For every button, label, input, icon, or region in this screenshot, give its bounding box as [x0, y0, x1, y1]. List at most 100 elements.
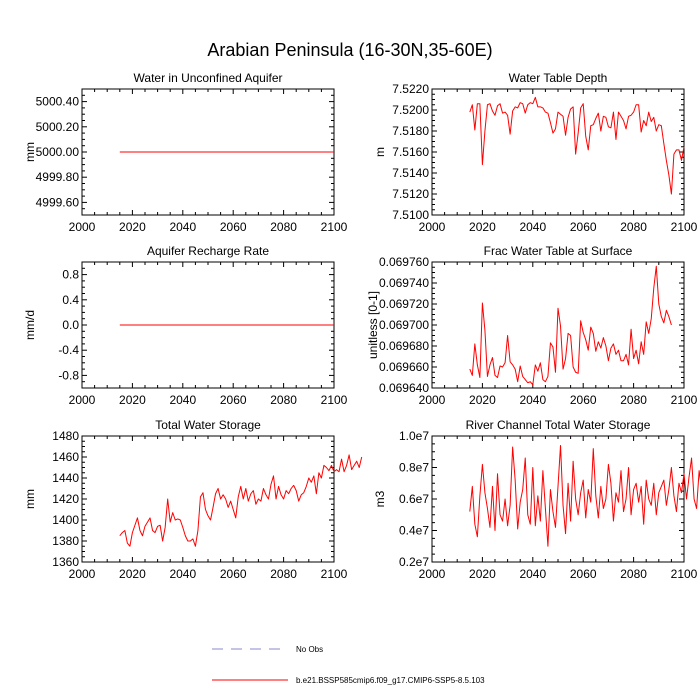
- legend: No Obs b.e21.BSSP585cmip6.f09_g17.CMIP6-…: [212, 645, 485, 685]
- y-tick-label: 0.069740: [379, 276, 429, 290]
- x-tick-label: 2100: [671, 220, 698, 234]
- y-tick-label: 1480: [52, 429, 79, 443]
- panel-title: River Channel Total Water Storage: [466, 418, 651, 432]
- x-tick-label: 2080: [620, 567, 647, 581]
- y-tick-label: -0.4: [58, 343, 79, 357]
- y-tick-label: 7.5200: [392, 103, 429, 117]
- x-tick-label: 2000: [419, 220, 446, 234]
- y-tick-label: 0.069680: [379, 339, 429, 353]
- x-tick-label: 2020: [119, 220, 146, 234]
- panel-aquifer-recharge-rate: Aquifer Recharge Rate 2000 2020 2040 2060 208…: [23, 244, 348, 407]
- x-tick-label: 2080: [620, 393, 647, 407]
- y-tick-label: 0.4e7: [399, 524, 429, 538]
- y-tick-label: 4999.60: [36, 195, 80, 209]
- x-tick-label: 2000: [419, 393, 446, 407]
- y-tick-label: 1.0e7: [399, 429, 429, 443]
- panel-water-table-depth: Water Table Depth 2000 2020 2040 2060 2080 210…: [373, 71, 698, 234]
- x-tick-label: 2040: [519, 567, 546, 581]
- y-tick-label: 5000.20: [36, 120, 80, 134]
- y-axis-label: mm: [23, 142, 37, 162]
- panel-title: Aquifer Recharge Rate: [147, 244, 269, 258]
- legend-label-model-run: b.e21.BSSP585cmip6.f09_g17.CMIP6-SSP5-8.…: [296, 676, 485, 685]
- x-tick-label: 2040: [519, 393, 546, 407]
- y-tick-label: 7.5100: [392, 208, 429, 222]
- x-tick-label: 2100: [321, 220, 348, 234]
- x-tick-label: 2100: [671, 567, 698, 581]
- x-tick-label: 2080: [270, 393, 297, 407]
- y-tick-label: 7.5120: [392, 187, 429, 201]
- x-tick-label: 2020: [469, 220, 496, 234]
- y-axis-label: m3: [373, 490, 387, 507]
- y-tick-label: 5000.40: [36, 95, 80, 109]
- y-tick-label: 7.5140: [392, 166, 429, 180]
- y-tick-label: 0.069760: [379, 255, 429, 269]
- panel-title: Water in Unconfined Aquifer: [134, 71, 283, 85]
- y-tick-label: -0.8: [58, 368, 79, 382]
- panel-title: Water Table Depth: [509, 71, 608, 85]
- y-tick-label: 0.4: [62, 293, 79, 307]
- x-tick-label: 2080: [620, 220, 647, 234]
- legend-label-no-obs: No Obs: [296, 645, 323, 654]
- figure-title: Arabian Peninsula (16-30N,35-60E): [207, 40, 492, 60]
- y-tick-label: 7.5180: [392, 124, 429, 138]
- y-tick-label: 5000.00: [36, 145, 80, 159]
- x-tick-label: 2060: [220, 220, 247, 234]
- x-tick-label: 2080: [270, 220, 297, 234]
- x-tick-label: 2100: [321, 393, 348, 407]
- panel-river-channel-total-water-storage: River Channel Total Water Storage 2000 202…: [373, 418, 700, 581]
- x-tick-label: 2060: [220, 393, 247, 407]
- y-tick-label: 0.069700: [379, 318, 429, 332]
- x-tick-label: 2040: [169, 567, 196, 581]
- y-tick-label: 0.6e7: [399, 492, 429, 506]
- y-axis-label: unitless [0-1]: [366, 291, 380, 359]
- series-line: [469, 96, 685, 195]
- x-tick-label: 2040: [169, 393, 196, 407]
- y-tick-label: 1360: [52, 555, 79, 569]
- y-tick-label: 1440: [52, 471, 79, 485]
- x-tick-label: 2040: [169, 220, 196, 234]
- panel-title: Frac Water Table at Surface: [484, 244, 633, 258]
- y-tick-label: 0.8e7: [399, 461, 429, 475]
- x-tick-label: 2020: [469, 393, 496, 407]
- y-tick-label: 1400: [52, 513, 79, 527]
- y-tick-label: 0.8: [62, 268, 79, 282]
- y-tick-label: 0.069660: [379, 360, 429, 374]
- panel-water-in-unconfined-aquifer: Water in Unconfined Aquifer 2000 2020 2040 2…: [23, 71, 348, 234]
- x-tick-label: 2020: [119, 567, 146, 581]
- x-tick-label: 2060: [570, 567, 597, 581]
- x-tick-label: 2000: [69, 393, 96, 407]
- x-tick-label: 2100: [321, 567, 348, 581]
- panel-title: Total Water Storage: [155, 418, 261, 432]
- x-tick-label: 2040: [519, 220, 546, 234]
- x-tick-label: 2060: [570, 220, 597, 234]
- series-line: [119, 454, 363, 547]
- y-tick-label: 0.069640: [379, 381, 429, 395]
- y-tick-label: 1420: [52, 492, 79, 506]
- x-tick-label: 2060: [220, 567, 247, 581]
- x-tick-label: 2000: [419, 567, 446, 581]
- y-tick-label: 1380: [52, 534, 79, 548]
- panel-total-water-storage: Total Water Storage 2000 2020 2040 2060 2080 2…: [23, 418, 363, 581]
- y-axis-label: m: [373, 147, 387, 157]
- x-tick-label: 2020: [119, 393, 146, 407]
- y-tick-label: 1460: [52, 450, 79, 464]
- y-tick-label: 4999.80: [36, 170, 80, 184]
- y-tick-label: 0.2e7: [399, 555, 429, 569]
- y-tick-label: 0.0: [62, 318, 79, 332]
- series-line: [469, 444, 700, 547]
- y-tick-label: 7.5160: [392, 145, 429, 159]
- panel-frac-water-table-at-surface: Frac Water Table at Surface 2000 2020 2040 2…: [366, 244, 698, 407]
- y-axis-label: mm: [23, 489, 37, 509]
- y-tick-label: 0.069720: [379, 297, 429, 311]
- series-line: [469, 265, 672, 386]
- y-axis-label: mm/d: [23, 310, 37, 340]
- x-tick-label: 2060: [570, 393, 597, 407]
- y-tick-label: 7.5220: [392, 82, 429, 96]
- x-tick-label: 2100: [671, 393, 698, 407]
- x-tick-label: 2000: [69, 567, 96, 581]
- x-tick-label: 2000: [69, 220, 96, 234]
- x-tick-label: 2020: [469, 567, 496, 581]
- x-tick-label: 2080: [270, 567, 297, 581]
